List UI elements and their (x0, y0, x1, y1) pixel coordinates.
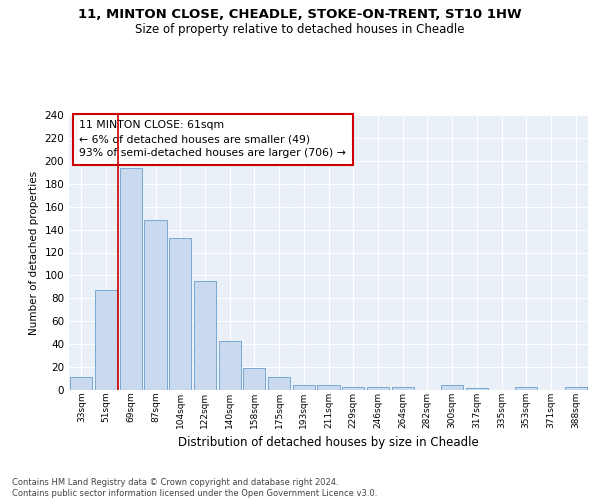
Bar (145, 220, 167, 390)
Bar (293, 386, 315, 390)
X-axis label: Distribution of detached houses by size in Cheadle: Distribution of detached houses by size … (178, 436, 479, 449)
Bar (317, 386, 340, 390)
Bar (342, 386, 364, 390)
Bar (515, 386, 538, 390)
Bar (243, 368, 265, 390)
Bar (367, 386, 389, 390)
Bar (441, 386, 463, 390)
Bar (392, 386, 414, 390)
Text: Contains HM Land Registry data © Crown copyright and database right 2024.
Contai: Contains HM Land Registry data © Crown c… (12, 478, 377, 498)
Bar (565, 386, 587, 390)
Text: 11, MINTON CLOSE, CHEADLE, STOKE-ON-TRENT, ST10 1HW: 11, MINTON CLOSE, CHEADLE, STOKE-ON-TREN… (78, 8, 522, 20)
Bar (268, 378, 290, 390)
Bar (466, 388, 488, 390)
Bar (194, 281, 216, 390)
Bar (70, 378, 92, 390)
Bar (119, 168, 142, 390)
Text: Size of property relative to detached houses in Cheadle: Size of property relative to detached ho… (135, 22, 465, 36)
Y-axis label: Number of detached properties: Number of detached properties (29, 170, 39, 334)
Text: 11 MINTON CLOSE: 61sqm
← 6% of detached houses are smaller (49)
93% of semi-deta: 11 MINTON CLOSE: 61sqm ← 6% of detached … (79, 120, 346, 158)
Bar (218, 340, 241, 390)
Bar (95, 290, 117, 390)
Bar (169, 238, 191, 390)
